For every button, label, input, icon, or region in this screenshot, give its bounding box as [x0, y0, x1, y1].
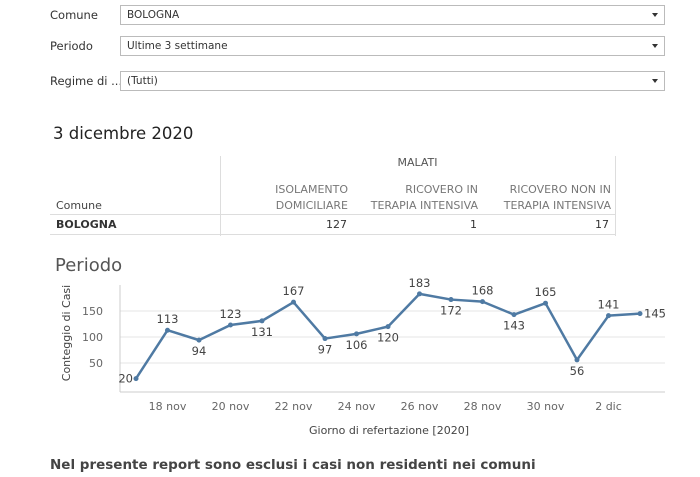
data-label: 120 [377, 331, 399, 345]
column-header: RICOVERO IN TERAPIA INTENSIVA [370, 183, 478, 212]
divider [615, 156, 616, 236]
point [322, 336, 328, 342]
point [637, 311, 643, 317]
x-axis-label: Giorno di refertazione [2020] [309, 424, 469, 437]
x-tick-label: 30 nov [527, 400, 565, 413]
filter-dropdown[interactable]: BOLOGNA [120, 5, 665, 25]
data-label: 131 [251, 325, 273, 339]
data-label: 106 [346, 338, 368, 352]
point [417, 291, 422, 297]
data-label: 183 [409, 276, 431, 290]
divider [50, 234, 615, 235]
x-tick-label: 2 dic [595, 400, 622, 413]
date-title: 3 dicembre 2020 [53, 124, 194, 143]
x-tick-label: 22 nov [275, 400, 313, 413]
x-tick-label: 28 nov [464, 400, 502, 413]
data-label: 56 [570, 364, 585, 378]
group-header: MALATI [397, 156, 438, 169]
row-header: BOLOGNA [56, 218, 117, 231]
point [228, 322, 233, 328]
x-tick-label: 18 nov [149, 400, 187, 413]
divider [50, 214, 615, 215]
point [354, 331, 359, 337]
point [448, 297, 454, 303]
y-tick-label: 150 [82, 305, 103, 318]
filter-label: Periodo [50, 39, 93, 53]
footer-note: Nel presente report sono esclusi i casi … [50, 457, 536, 473]
data-label: 168 [472, 284, 494, 298]
data-label: 172 [440, 304, 462, 318]
point [259, 318, 265, 324]
x-tick-label: 20 nov [212, 400, 250, 413]
data-label: 123 [220, 307, 242, 321]
filter-dropdown[interactable]: (Tutti) [120, 71, 665, 91]
filter-label: Regime di ... [50, 74, 123, 88]
y-axis-label: Conteggio di Casi [60, 285, 73, 381]
filter-label: Comune [50, 8, 98, 22]
cell: 1 [470, 218, 477, 231]
point [606, 313, 611, 319]
cell: 17 [595, 218, 609, 231]
table: MALATI Comune ISOLAMENTO DOMICILIARE RIC… [50, 156, 616, 236]
column-header: ISOLAMENTO DOMICILIARE [275, 183, 348, 212]
data-label: 165 [535, 285, 557, 299]
column-header: RICOVERO NON IN TERAPIA INTENSIVA [503, 183, 611, 212]
point [543, 300, 548, 306]
point [133, 376, 139, 382]
data-label: 113 [157, 312, 179, 326]
data-label: 97 [318, 343, 333, 357]
data-label: 20 [118, 372, 133, 386]
y-tick-label: 100 [82, 331, 103, 344]
data-label: 167 [283, 284, 305, 298]
data-label: 94 [192, 344, 207, 358]
point [165, 327, 170, 333]
point [196, 337, 202, 343]
cell: 127 [326, 218, 347, 231]
point [385, 324, 391, 330]
point [480, 299, 485, 305]
x-tick-label: 24 nov [338, 400, 376, 413]
divider [220, 156, 221, 236]
filter-dropdown[interactable]: Ultime 3 settimane [120, 36, 665, 56]
data-label: 143 [503, 319, 525, 333]
data-label: 141 [598, 298, 620, 312]
chart-title: Periodo [55, 255, 123, 276]
x-tick-label: 26 nov [401, 400, 439, 413]
point [511, 312, 517, 318]
point [291, 299, 296, 305]
point [574, 357, 580, 363]
column-header: Comune [56, 199, 102, 212]
data-label: 145 [644, 307, 666, 321]
y-tick-label: 50 [89, 357, 103, 370]
